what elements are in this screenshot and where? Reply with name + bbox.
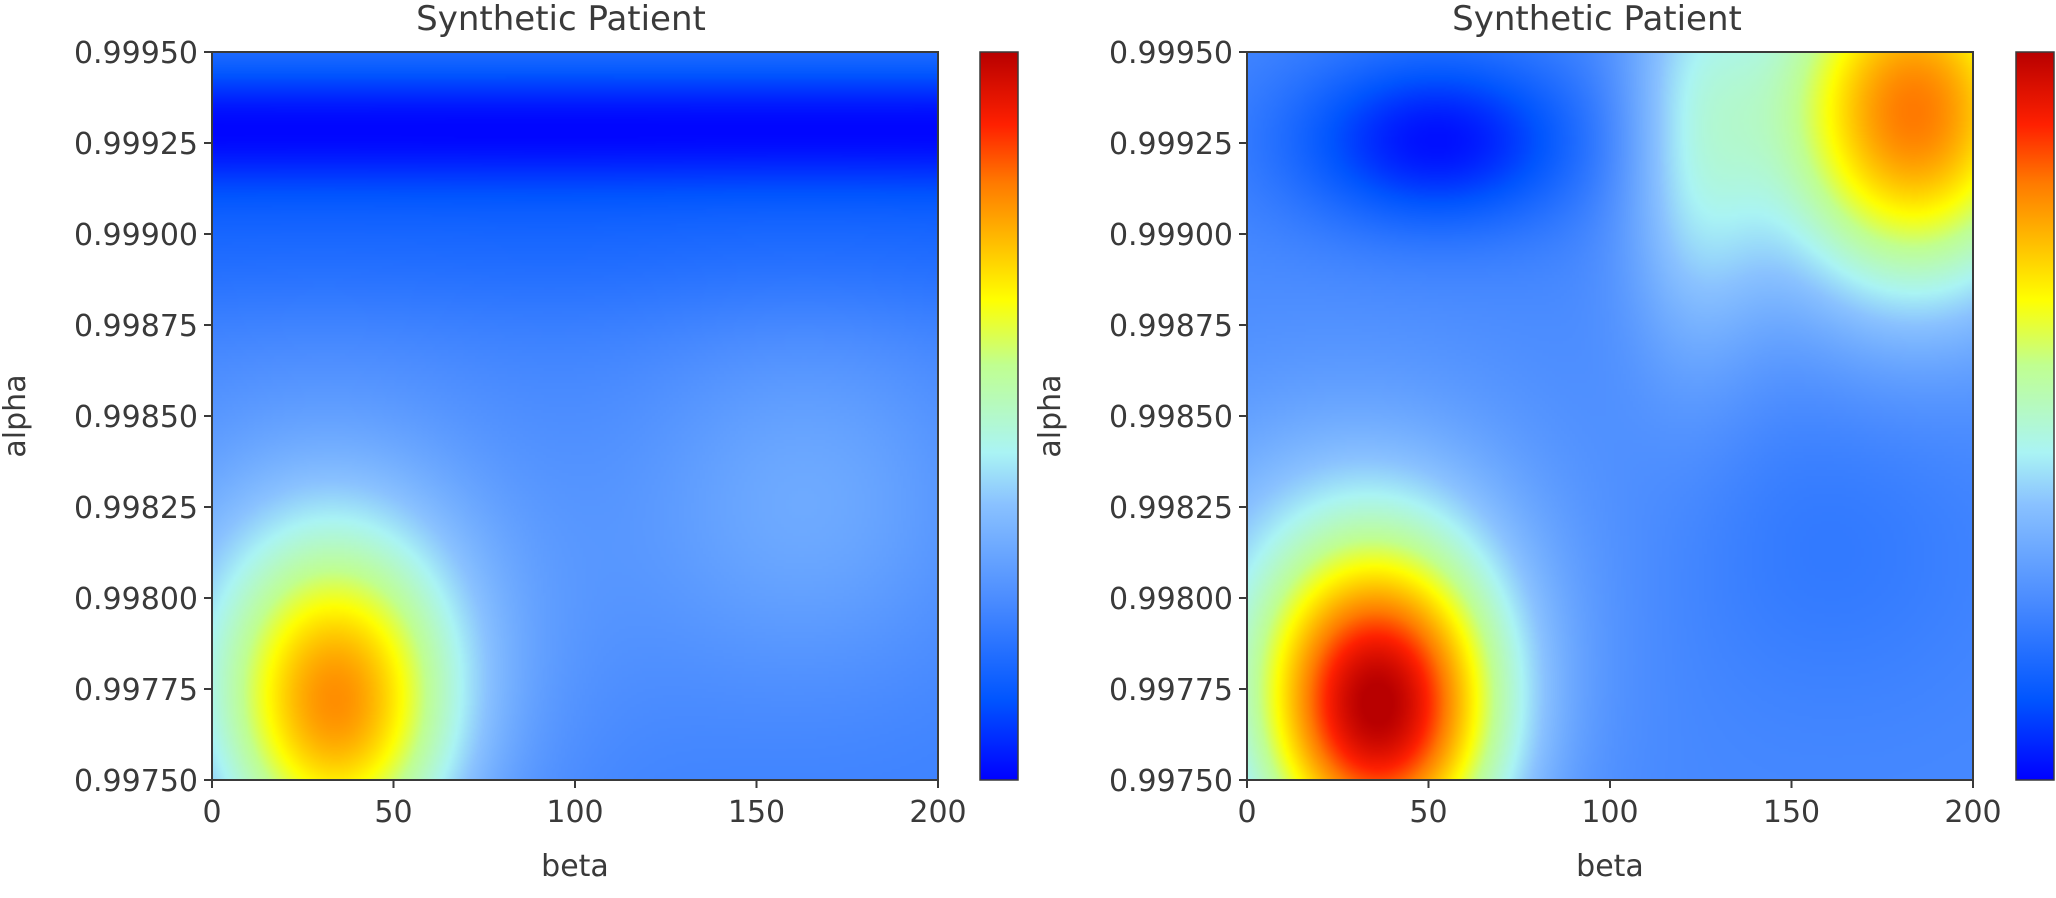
y-axis-label: alpha: [1033, 374, 1068, 457]
x-tick-label: 150: [728, 795, 785, 830]
chart-title: Synthetic Patient: [1452, 0, 1742, 39]
y-tick-label: 0.99775: [1109, 673, 1233, 708]
heatmap-plot-area: [212, 52, 938, 780]
y-tick-label: 0.99850: [74, 400, 198, 435]
x-axis: 0 50 100 150 200: [202, 780, 967, 830]
x-axis: 0 50 100 150 200: [1237, 780, 2002, 830]
y-axis-label: alpha: [0, 374, 33, 457]
y-tick-label: 0.99750: [74, 764, 198, 799]
x-tick-label: 150: [1763, 795, 1820, 830]
x-tick-label: 100: [1581, 795, 1638, 830]
y-tick-label: 0.99775: [74, 673, 198, 708]
heatmap-surface: [1247, 52, 1973, 780]
y-tick-label: 0.99925: [74, 127, 198, 162]
x-tick-label: 50: [1409, 795, 1447, 830]
colorbar: [2015, 51, 2055, 781]
heatmap-surface: [212, 52, 938, 780]
y-axis: 0.99750 0.99775 0.99800 0.99825 0.99850 0.998…: [1109, 36, 1247, 799]
y-axis: 0.99750 0.99775 0.99800 0.99825 0.99850 0.998…: [74, 36, 212, 799]
y-tick-label: 0.99950: [1109, 36, 1233, 71]
heatmap-panel-left: Synthetic Patient 0 50 100 150 200 0.997500.…: [0, 0, 1019, 884]
heatmap-plot-area: [1247, 52, 1973, 780]
chart-title: Synthetic Patient: [416, 0, 706, 39]
y-tick-label: 0.99950: [74, 36, 198, 71]
heatmap-panel-right: Synthetic Patient 0 50 100 150 200 0.997500.…: [1033, 0, 2055, 884]
y-tick-label: 0.99925: [1109, 127, 1233, 162]
y-tick-label: 0.99900: [74, 218, 198, 253]
y-tick-label: 0.99825: [74, 491, 198, 526]
y-tick-label: 0.99800: [74, 582, 198, 617]
y-tick-label: 0.99750: [1109, 764, 1233, 799]
x-axis-label: beta: [541, 849, 609, 884]
x-tick-label: 0: [202, 795, 221, 830]
x-tick-label: 0: [1237, 795, 1256, 830]
x-tick-label: 200: [1944, 795, 2001, 830]
y-tick-label: 0.99900: [1109, 218, 1233, 253]
x-axis-label: beta: [1576, 849, 1644, 884]
x-tick-label: 100: [546, 795, 603, 830]
y-tick-label: 0.99850: [1109, 400, 1233, 435]
y-tick-label: 0.99800: [1109, 582, 1233, 617]
y-tick-label: 0.99875: [1109, 309, 1233, 344]
y-tick-label: 0.99875: [74, 309, 198, 344]
x-tick-label: 50: [374, 795, 412, 830]
colorbar: [979, 51, 1019, 781]
x-tick-label: 200: [909, 795, 966, 830]
y-tick-label: 0.99825: [1109, 491, 1233, 526]
